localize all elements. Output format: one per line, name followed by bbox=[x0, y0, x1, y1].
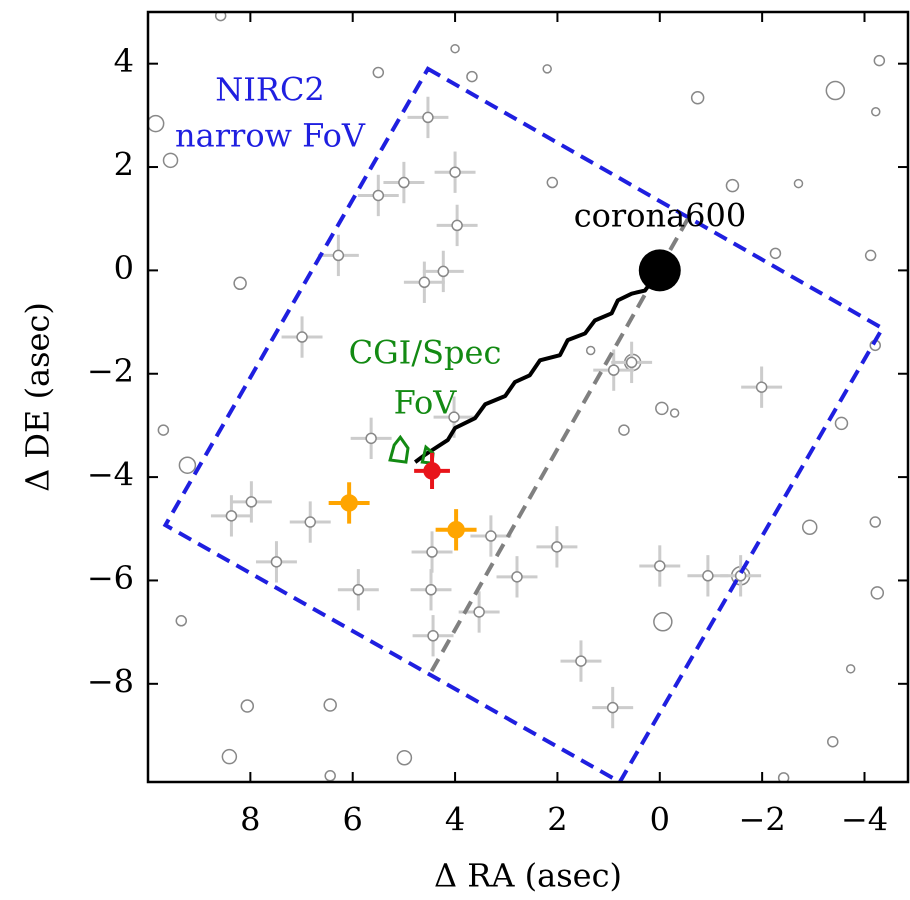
companion-point bbox=[447, 521, 465, 539]
source-point bbox=[426, 546, 438, 558]
source-point bbox=[625, 356, 638, 369]
y-tick-label: −6 bbox=[87, 559, 134, 597]
source-point bbox=[365, 432, 377, 445]
background-star bbox=[585, 345, 596, 356]
background-star bbox=[324, 770, 336, 782]
background-star bbox=[157, 424, 170, 436]
track-line bbox=[413, 269, 662, 464]
source-point bbox=[448, 411, 460, 423]
background-star bbox=[175, 615, 188, 627]
companion-point bbox=[340, 494, 358, 512]
companion-point bbox=[423, 462, 441, 480]
background-star bbox=[240, 699, 255, 713]
background-star bbox=[845, 664, 856, 674]
axes-frame bbox=[146, 10, 910, 784]
source-point bbox=[575, 655, 587, 667]
background-star bbox=[618, 424, 630, 436]
source-point bbox=[427, 630, 439, 642]
source-point bbox=[702, 570, 714, 582]
source-point bbox=[437, 265, 450, 278]
background-star bbox=[162, 152, 179, 169]
background-star bbox=[450, 43, 460, 54]
background-star bbox=[769, 247, 782, 260]
annotation: corona600 bbox=[574, 197, 747, 235]
y-tick-label: −2 bbox=[87, 352, 134, 390]
background-star bbox=[869, 516, 881, 528]
source-point bbox=[451, 219, 463, 232]
background-star bbox=[323, 698, 337, 712]
source-point bbox=[485, 530, 497, 542]
plot-area bbox=[148, 12, 886, 782]
background-star bbox=[690, 91, 705, 105]
background-star bbox=[870, 586, 885, 600]
y-axis-label: Δ DE (asec) bbox=[19, 302, 57, 492]
nirc2-fov bbox=[162, 66, 886, 782]
source-point bbox=[372, 189, 385, 202]
background-star bbox=[871, 106, 881, 117]
y-tick-label: 2 bbox=[114, 146, 134, 184]
source-point bbox=[225, 510, 238, 522]
annotation: FoV bbox=[394, 384, 458, 422]
background-star bbox=[542, 64, 552, 74]
background-star bbox=[233, 276, 247, 291]
source-point bbox=[304, 516, 316, 528]
x-tick-label: 8 bbox=[240, 801, 260, 839]
x-axis-label: Δ RA (asec) bbox=[434, 857, 622, 895]
source-point bbox=[418, 276, 431, 289]
background-star bbox=[725, 178, 740, 193]
background-star bbox=[653, 612, 673, 632]
y-tick-label: −4 bbox=[87, 456, 134, 494]
background-star bbox=[793, 178, 804, 189]
source-point bbox=[755, 381, 768, 393]
x-tick-label: −4 bbox=[841, 801, 888, 839]
background-star bbox=[148, 114, 165, 133]
background-star bbox=[873, 54, 886, 67]
x-tick-label: −2 bbox=[739, 801, 786, 839]
background-star bbox=[372, 66, 385, 79]
x-tick-label: 6 bbox=[343, 801, 363, 839]
background-star bbox=[466, 70, 478, 83]
background-star bbox=[214, 12, 227, 22]
source-point bbox=[296, 331, 308, 343]
x-tick-label: 0 bbox=[650, 801, 670, 839]
background-star bbox=[864, 249, 877, 262]
target-star bbox=[638, 249, 681, 292]
x-tick-label: 2 bbox=[547, 801, 567, 839]
annotation: narrow FoV bbox=[175, 117, 366, 155]
background-star bbox=[669, 408, 680, 418]
source-point bbox=[654, 560, 666, 572]
source-point bbox=[511, 571, 523, 583]
background-star bbox=[834, 416, 849, 431]
background-star bbox=[655, 401, 669, 416]
background-star bbox=[546, 176, 559, 189]
y-tick-label: −8 bbox=[87, 662, 134, 700]
background-star bbox=[396, 749, 413, 766]
source-point bbox=[352, 584, 365, 596]
y-tick-label: 4 bbox=[114, 42, 134, 80]
source-point bbox=[332, 249, 345, 262]
background-star bbox=[178, 456, 197, 474]
source-point bbox=[551, 541, 563, 553]
source-point bbox=[425, 584, 437, 596]
background-star bbox=[827, 735, 839, 748]
source-point bbox=[245, 496, 258, 508]
background-star bbox=[221, 748, 238, 765]
source-point bbox=[606, 701, 619, 714]
background-star bbox=[825, 80, 846, 101]
background-star bbox=[777, 772, 790, 782]
source-point bbox=[398, 176, 410, 189]
annotation: CGI/Spec bbox=[349, 334, 502, 372]
x-tick-label: 4 bbox=[445, 801, 465, 839]
cgi-fov bbox=[388, 434, 410, 464]
source-point bbox=[449, 166, 461, 178]
annotation: NIRC2 bbox=[215, 71, 325, 109]
source-point bbox=[473, 606, 485, 618]
source-point bbox=[270, 556, 283, 568]
background-star bbox=[801, 519, 818, 535]
source-point bbox=[422, 111, 434, 124]
source-point bbox=[607, 364, 620, 376]
y-tick-label: 0 bbox=[114, 249, 134, 287]
